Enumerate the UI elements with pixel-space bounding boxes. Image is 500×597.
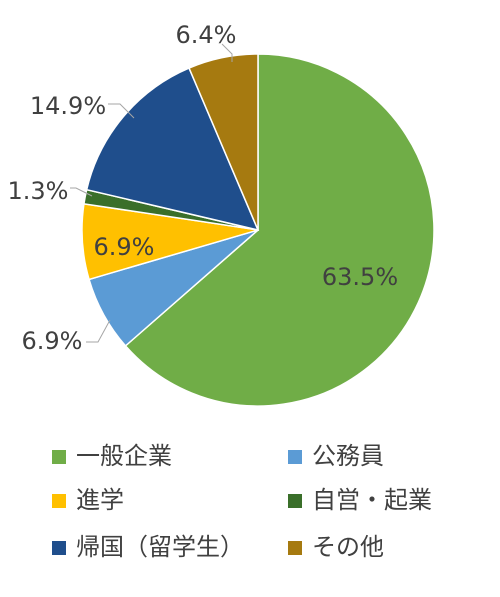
data-label-6: 6.4% [176, 21, 237, 49]
legend-label-2: 公務員 [312, 442, 384, 470]
data-label-1: 63.5% [322, 263, 398, 291]
legend-label-6: その他 [312, 533, 384, 561]
leader-line-4 [70, 187, 93, 197]
legend-label-5: 帰国（留学生） [76, 533, 244, 561]
legend-swatch-6 [288, 541, 302, 555]
data-label-2: 6.9% [22, 327, 83, 355]
leader-line-5 [108, 103, 135, 119]
legend-swatch-2 [288, 450, 302, 464]
leader-line-2 [86, 319, 111, 343]
legend-swatch-1 [52, 450, 66, 464]
legend-swatch-5 [52, 541, 66, 555]
legend-swatch-3 [52, 494, 66, 508]
legend-label-1: 一般企業 [76, 442, 172, 470]
data-label-5: 14.9% [30, 92, 106, 120]
legend-label-3: 進学 [76, 486, 124, 514]
data-label-4: 1.3% [8, 177, 69, 205]
pie-slice-1 [124, 53, 435, 407]
pie-slice-6 [188, 53, 259, 231]
pie-slice-5 [85, 67, 260, 232]
leader-line-6 [221, 43, 233, 62]
legend-swatch-4 [288, 494, 302, 508]
legend-label-4: 自営・起業 [312, 486, 432, 514]
data-label-3: 6.9% [94, 233, 155, 261]
